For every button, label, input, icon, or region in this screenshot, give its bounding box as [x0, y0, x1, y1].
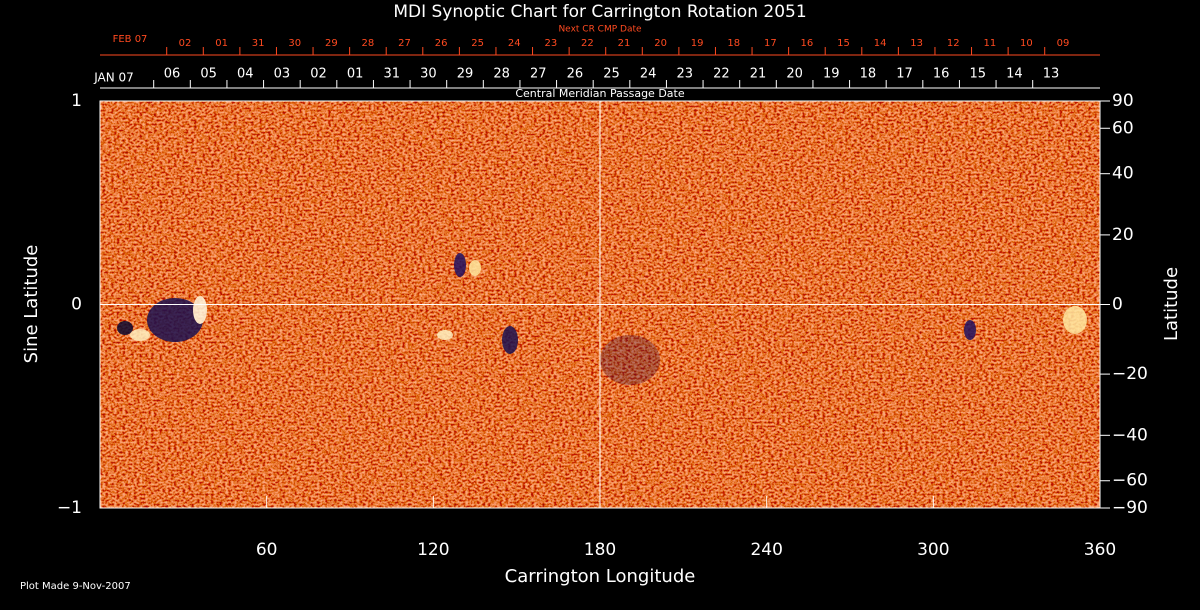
- next-cr-date: 20: [654, 38, 667, 49]
- cmp-label: Central Meridian Passage Date: [515, 87, 684, 100]
- next-cr-date: 29: [325, 38, 338, 49]
- chart-title: MDI Synoptic Chart for Carrington Rotati…: [393, 2, 806, 22]
- next-cr-date: 17: [764, 38, 777, 49]
- y2-tick-label: −20: [1112, 364, 1148, 384]
- y2-tick-label: 90: [1112, 91, 1134, 111]
- next-cr-date: 18: [727, 38, 740, 49]
- next-cr-date: 14: [874, 38, 887, 49]
- cmp-date: 26: [567, 67, 584, 82]
- cmp-date: 22: [713, 67, 730, 82]
- cmp-date: 18: [860, 67, 877, 82]
- x-axis-label: Carrington Longitude: [505, 566, 696, 587]
- next-cr-date: 02: [179, 38, 192, 49]
- cmp-date: 23: [676, 67, 693, 82]
- cmp-date: 20: [786, 67, 803, 82]
- next-cr-date: 01: [215, 38, 228, 49]
- next-cr-date: 11: [983, 38, 996, 49]
- cmp-date: 25: [603, 67, 620, 82]
- next-cr-date: 28: [362, 38, 375, 49]
- cmp-date: 05: [200, 67, 217, 82]
- cmp-date: 29: [457, 67, 474, 82]
- cmp-date: 03: [274, 67, 291, 82]
- cmp-date: 17: [896, 67, 913, 82]
- x-tick-label: 300: [917, 540, 949, 560]
- next-cr-date: 13: [910, 38, 923, 49]
- y2-tick-label: 60: [1112, 118, 1134, 138]
- active-regions: [117, 253, 1087, 385]
- next-cr-date: 26: [435, 38, 448, 49]
- y2-tick-label: 0: [1112, 295, 1123, 315]
- next-cr-date: 09: [1057, 38, 1070, 49]
- y2-axis-label: Latitude: [1161, 267, 1182, 341]
- next-cr-date: 10: [1020, 38, 1033, 49]
- cmp-date: 30: [420, 67, 437, 82]
- cmp-date: 19: [823, 67, 840, 82]
- next-cr-date: 15: [837, 38, 850, 49]
- cmp-date: 06: [164, 67, 181, 82]
- next-cr-date: 22: [581, 38, 594, 49]
- cmp-date: 15: [969, 67, 986, 82]
- cmp-date: 24: [640, 67, 657, 82]
- footnote: Plot Made 9-Nov-2007: [20, 581, 131, 592]
- y2-tick-label: −60: [1112, 471, 1148, 491]
- cmp-month: JAN 07: [93, 71, 134, 85]
- next-cr-date: 30: [288, 38, 301, 49]
- next-cr-month: FEB 07: [113, 34, 148, 45]
- next-cr-date: 19: [691, 38, 704, 49]
- cmp-date: 04: [237, 67, 254, 82]
- y-tick-label: −1: [57, 498, 82, 518]
- cmp-date: 31: [383, 67, 400, 82]
- y2-tick-label: 20: [1112, 225, 1134, 245]
- cmp-date: 01: [347, 67, 364, 82]
- cmp-date: 28: [493, 67, 510, 82]
- cmp-date: 16: [933, 67, 950, 82]
- next-cr-date: 24: [508, 38, 521, 49]
- x-tick-label: 240: [750, 540, 782, 560]
- cmp-date: 02: [310, 67, 327, 82]
- cmp-date: 13: [1043, 67, 1060, 82]
- cmp-date: 27: [530, 67, 547, 82]
- y2-tick-label: −40: [1112, 425, 1148, 445]
- y-tick-label: 1: [71, 91, 82, 111]
- next-cr-label: Next CR CMP Date: [558, 25, 642, 35]
- x-tick-label: 180: [584, 540, 616, 560]
- y2-tick-label: −90: [1112, 498, 1148, 518]
- x-tick-label: 360: [1084, 540, 1116, 560]
- y-axis-label: Sine Latitude: [21, 245, 42, 364]
- cmp-date: 14: [1006, 67, 1023, 82]
- next-cr-date: 25: [471, 38, 484, 49]
- x-tick-label: 60: [256, 540, 278, 560]
- y-tick-label: 0: [71, 295, 82, 315]
- next-cr-date: 12: [947, 38, 960, 49]
- next-cr-date: 23: [544, 38, 557, 49]
- next-cr-date: 16: [801, 38, 814, 49]
- cmp-date: 21: [750, 67, 767, 82]
- y2-tick-label: 40: [1112, 164, 1134, 184]
- x-tick-label: 120: [417, 540, 449, 560]
- next-cr-date: 27: [398, 38, 411, 49]
- next-cr-date: 31: [252, 38, 265, 49]
- next-cr-date: 21: [618, 38, 631, 49]
